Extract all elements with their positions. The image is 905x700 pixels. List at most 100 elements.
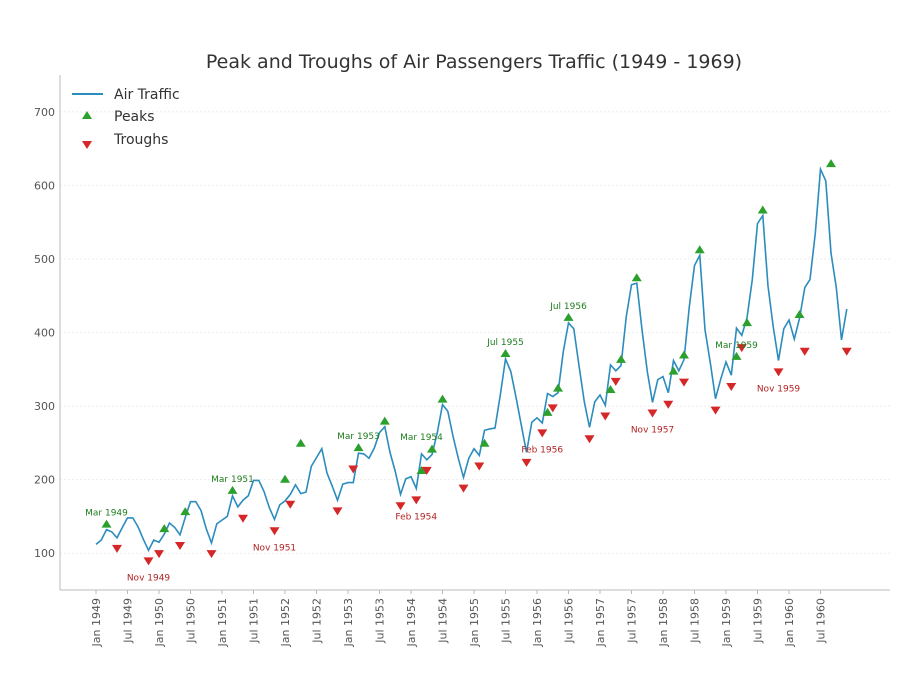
peak-annotation: Jul 1955 [486, 338, 524, 348]
y-axis: 100 200 300 400 500 600 700 [34, 75, 61, 590]
trough-marker [458, 484, 469, 493]
trough-marker [411, 496, 422, 505]
x-tick-label: Jul 1955 [500, 598, 513, 644]
peak-marker [479, 438, 490, 447]
annotations-layer: Mar 1949 Mar 1951 Mar 1953 Mar 1954 Jul 1955… [85, 302, 800, 583]
peak-marker [794, 309, 805, 318]
chart-title: Peak and Troughs of Air Passengers Traff… [206, 51, 742, 73]
peak-marker [159, 524, 170, 533]
trough-marker [238, 514, 248, 523]
x-tick-label: Jan 1951 [216, 598, 229, 647]
trough-marker [332, 507, 343, 516]
peak-marker [668, 366, 679, 375]
x-tick-label: Jul 1949 [122, 598, 135, 644]
trough-marker [547, 404, 558, 413]
peak-marker [353, 443, 364, 452]
y-tick-label: 600 [34, 179, 55, 192]
x-tick-label: Jan 1955 [468, 598, 481, 647]
legend-label-troughs: Troughs [113, 132, 168, 148]
x-tick-label: Jan 1960 [783, 598, 796, 647]
y-tick-label: 100 [34, 547, 55, 560]
peak-annotation: Mar 1953 [337, 432, 380, 442]
peak-marker [605, 385, 616, 394]
trough-marker [841, 347, 852, 356]
x-tick-label: Jan 1956 [531, 598, 544, 647]
y-tick-label: 300 [34, 400, 55, 413]
y-tick-label: 700 [34, 106, 55, 119]
peak-marker [379, 416, 390, 425]
y-tick-label: 200 [34, 474, 55, 487]
peak-marker [437, 394, 448, 403]
trough-marker [175, 541, 185, 550]
peak-annotation: Mar 1949 [85, 509, 128, 519]
trough-marker [537, 429, 548, 438]
trough-annotation: Nov 1959 [757, 384, 801, 394]
peak-marker [631, 273, 642, 282]
x-tick-label: Jul 1956 [563, 598, 576, 644]
x-tick-label: Jul 1960 [815, 598, 828, 644]
x-tick-label: Jul 1959 [752, 598, 765, 644]
trough-marker [773, 368, 784, 377]
y-tick-label: 400 [34, 327, 55, 340]
peak-marker [679, 350, 689, 359]
markers-layer [101, 159, 852, 566]
peak-marker [731, 351, 742, 360]
peak-marker [427, 444, 437, 453]
peak-marker [826, 159, 836, 168]
peak-marker [227, 485, 238, 494]
trough-marker [679, 378, 689, 387]
x-axis: Jan 1949 Jul 1949 Jan 1950 Jul 1950 Jan 1951… [60, 589, 890, 647]
trough-marker [112, 544, 122, 553]
trough-marker [269, 527, 280, 536]
legend: Air Traffic Peaks Troughs [72, 87, 180, 149]
peak-marker [180, 507, 191, 516]
legend-peak-swatch [82, 111, 92, 119]
legend-trough-swatch [82, 141, 92, 149]
y-tick-label: 500 [34, 253, 55, 266]
trough-marker [736, 344, 747, 353]
x-tick-label: Jul 1953 [374, 598, 387, 644]
x-tick-label: Jan 1959 [720, 598, 733, 647]
peak-marker [563, 312, 574, 321]
x-tick-label: Jan 1949 [90, 598, 103, 647]
x-tick-label: Jan 1954 [405, 598, 418, 647]
gridlines [60, 111, 890, 554]
trough-marker [421, 466, 432, 475]
peak-annotation: Jul 1956 [549, 302, 587, 312]
trough-marker [610, 377, 621, 386]
x-tick-label: Jul 1951 [248, 598, 261, 644]
x-tick-label: Jan 1950 [153, 598, 166, 647]
peak-marker [101, 519, 112, 528]
x-tick-label: Jul 1950 [185, 598, 198, 644]
trough-marker [584, 435, 595, 444]
peak-annotation: Mar 1959 [715, 341, 758, 351]
x-tick-label: Jul 1954 [437, 598, 450, 644]
peak-marker [694, 245, 705, 254]
peak-marker [280, 474, 290, 483]
trough-marker [600, 412, 611, 421]
peak-annotation: Mar 1954 [400, 433, 443, 443]
trough-annotation: Nov 1957 [631, 426, 674, 436]
x-tick-label: Jan 1952 [279, 598, 292, 647]
trough-annotation: Nov 1951 [253, 543, 296, 553]
trough-marker [348, 465, 359, 474]
trough-marker [395, 502, 406, 511]
peak-marker [500, 348, 511, 357]
peak-marker [616, 354, 626, 363]
trough-marker [710, 406, 721, 415]
trough-marker [663, 400, 674, 409]
trough-marker [726, 383, 737, 392]
trough-annotation: Feb 1954 [395, 512, 437, 522]
trough-marker [154, 550, 164, 559]
x-tick-label: Jan 1958 [657, 598, 670, 647]
trough-marker [285, 500, 296, 509]
trough-marker [521, 458, 532, 467]
x-tick-label: Jul 1952 [311, 598, 324, 644]
peak-marker [742, 318, 752, 327]
series-layer [95, 166, 848, 553]
x-tick-label: Jan 1957 [594, 598, 607, 647]
legend-label-air-traffic: Air Traffic [114, 87, 180, 103]
trough-annotation: Nov 1949 [127, 573, 171, 583]
trough-marker [799, 347, 810, 356]
